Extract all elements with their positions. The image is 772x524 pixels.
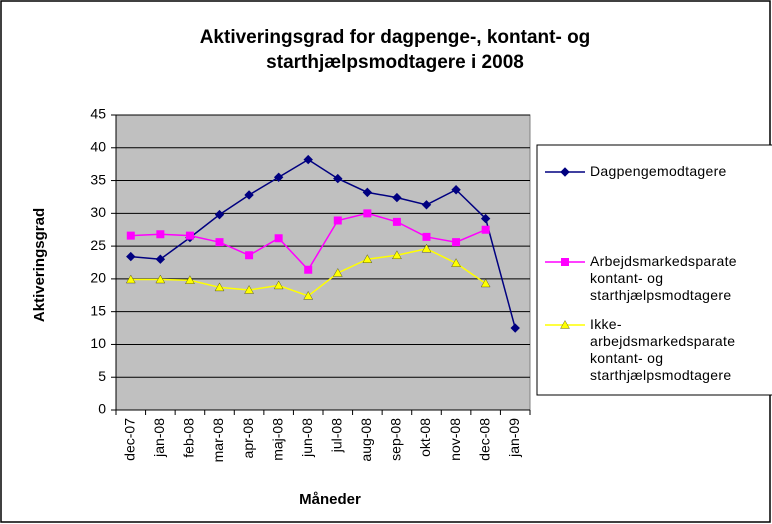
legend-box	[536, 144, 772, 396]
point-marker	[451, 185, 461, 195]
legend-label: Dagpengemodtagere	[590, 163, 727, 179]
x-tick-label: feb-08	[181, 418, 197, 458]
point-marker	[560, 167, 570, 177]
x-tick-label: aug-08	[358, 418, 374, 462]
point-marker	[214, 282, 225, 292]
point-marker	[481, 225, 490, 234]
y-tick-label: 25	[90, 237, 106, 253]
point-marker	[126, 251, 136, 262]
point-marker	[510, 323, 520, 333]
point-marker	[185, 275, 195, 284]
point-marker	[303, 291, 313, 300]
y-tick-label: 5	[98, 368, 106, 384]
series-line	[130, 158, 516, 329]
x-tick-label: dec-08	[476, 418, 492, 461]
point-marker	[155, 254, 166, 264]
x-tick-label: sep-08	[388, 418, 404, 461]
point-marker	[244, 190, 254, 200]
point-marker	[392, 250, 402, 259]
x-tick-label: apr-08	[240, 418, 256, 459]
point-marker	[244, 285, 254, 294]
point-marker	[245, 251, 254, 260]
point-marker	[422, 232, 431, 241]
point-marker	[392, 192, 402, 203]
point-marker	[333, 173, 343, 184]
point-marker	[421, 200, 432, 210]
point-marker	[333, 268, 343, 277]
x-axis-label: Måneder	[299, 491, 361, 508]
y-tick-label: 10	[90, 335, 106, 351]
y-tick-label: 30	[90, 204, 106, 220]
point-marker	[561, 258, 569, 266]
point-marker	[215, 238, 224, 247]
point-marker	[451, 258, 461, 267]
y-tick-label: 45	[90, 106, 106, 122]
point-marker	[273, 280, 284, 290]
y-tick-label: 35	[90, 171, 106, 187]
point-marker	[156, 230, 165, 239]
x-tick-label: dec-07	[121, 418, 137, 461]
point-marker	[362, 187, 373, 198]
legend-label: Ikke- arbejdsmarkedsparate kontant- og s…	[590, 316, 736, 383]
y-tick-label: 20	[90, 270, 106, 286]
point-marker	[274, 234, 283, 243]
point-marker	[333, 216, 342, 225]
point-marker	[214, 209, 225, 220]
x-tick-label: jan-09	[506, 418, 522, 458]
plot-area	[115, 114, 531, 411]
x-tick-label: jan-08	[151, 418, 167, 458]
point-marker	[126, 274, 136, 284]
y-tick-label: 0	[98, 401, 106, 417]
point-marker	[304, 265, 313, 274]
x-tick-label: mar-08	[210, 418, 226, 463]
x-tick-label: okt-08	[417, 418, 433, 457]
x-tick-label: maj-08	[269, 418, 285, 461]
point-marker	[303, 154, 313, 165]
point-marker	[560, 320, 570, 329]
chart-title: Aktiveringsgrad for dagpenge-, kontant- …	[199, 27, 591, 73]
point-marker	[185, 231, 194, 240]
legend-label: Arbejdsmarkedsparate kontant- og starthj…	[590, 253, 737, 303]
x-tick-label: nov-08	[447, 418, 463, 461]
point-marker	[363, 209, 372, 218]
point-marker	[421, 243, 432, 253]
point-marker	[273, 172, 284, 182]
point-marker	[480, 278, 491, 288]
y-tick-label: 15	[90, 302, 106, 318]
point-marker	[452, 238, 461, 247]
y-axis-label: Aktiveringsgrad	[31, 208, 48, 322]
x-tick-label: jul-08	[328, 418, 344, 453]
point-marker	[155, 274, 166, 284]
point-marker	[480, 213, 491, 224]
x-tick-label: jun-08	[299, 418, 315, 458]
y-tick-label: 40	[90, 138, 106, 154]
point-marker	[126, 231, 135, 240]
point-marker	[392, 217, 401, 226]
point-marker	[362, 254, 373, 263]
